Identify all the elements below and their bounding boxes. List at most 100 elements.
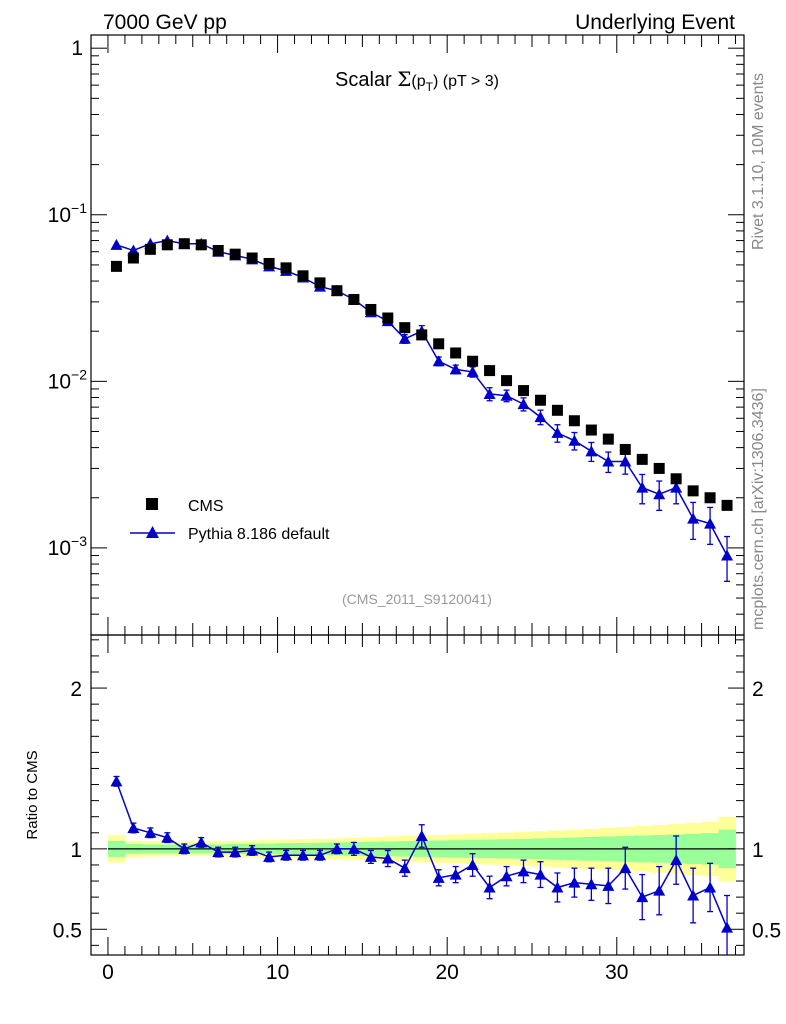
ratio-pythia-point (347, 842, 360, 854)
ratio-x-tick-label: 30 (605, 961, 628, 984)
cms-point (382, 312, 394, 324)
ratio-pythia-point (212, 846, 225, 858)
main-series-layer (110, 234, 734, 582)
ratio-pythia-point (500, 870, 513, 882)
cms-point (721, 499, 733, 511)
cms-point (161, 239, 173, 251)
pythia-point (551, 426, 564, 438)
cms-point (297, 270, 309, 282)
ratio-y-axis-label: Ratio to CMS (24, 750, 41, 839)
pythia-point (483, 387, 496, 399)
ratio-pythia-point (313, 849, 326, 861)
pythia-point (466, 365, 479, 377)
ratio-pythia-point (517, 865, 530, 877)
cms-point (518, 385, 530, 397)
ratio-x-tick-label: 10 (266, 961, 289, 984)
cms-point (212, 245, 224, 257)
ratio-y-tick-label: 2 (70, 678, 82, 701)
legend: CMS Pythia 8.186 default (130, 498, 330, 543)
pythia-point (534, 411, 547, 423)
ratio-pythia-point (127, 821, 140, 833)
cms-point (467, 355, 479, 367)
ratio-pythia-point (568, 876, 581, 888)
cms-point (534, 394, 546, 406)
cms-point (636, 453, 648, 465)
ratio-y-tick-label: 0.5 (53, 919, 82, 942)
pythia-point (687, 512, 700, 524)
ratio-pythia-point (704, 881, 717, 893)
cms-point (348, 293, 360, 305)
ratio-pythia-point (653, 884, 666, 896)
ratio-pythia-point (619, 862, 632, 874)
pythia-point (653, 488, 666, 500)
ratio-pythia-point (415, 830, 428, 842)
cms-point (653, 462, 665, 474)
pythia-point (670, 481, 683, 493)
energy-label: 7000 GeV pp (103, 11, 227, 34)
ratio-pythia-point (381, 852, 394, 864)
ratio-pythia-point (483, 881, 496, 893)
ratio-y-tick-label-right: 1 (752, 839, 764, 862)
ratio-pythia-point (534, 868, 547, 880)
analysis-watermark: (CMS_2011_S9120041) (342, 591, 492, 607)
cms-point (568, 415, 580, 427)
cms-point (704, 492, 716, 504)
legend-marker-pythia (146, 526, 159, 538)
cms-point (484, 365, 496, 377)
cms-point (127, 252, 139, 264)
ratio-frame (90, 634, 745, 956)
main-y-tick-label: 10−2 (48, 366, 88, 393)
pythia-point (432, 355, 445, 367)
rivet-version-label: Rivet 3.1.10, 10M events (750, 73, 767, 250)
ratio-x-tick-label: 20 (436, 961, 459, 984)
main-y-tick-label: 10−1 (48, 200, 88, 227)
ratio-pythia-point (602, 879, 615, 891)
ratio-pythia-point (195, 836, 208, 848)
cms-point (110, 260, 122, 272)
pythia-point (449, 363, 462, 375)
ratio-pythia-point (263, 850, 276, 862)
main-y-tick-label: 10−3 (48, 533, 88, 560)
ratio-pythia-point (330, 842, 343, 854)
ratio-pythia-point (246, 844, 259, 856)
cms-point (331, 285, 343, 297)
pythia-point (585, 445, 598, 457)
cms-point (280, 262, 292, 274)
mcplots-label: mcplots.cern.ch [arXiv:1306.3436] (750, 388, 767, 630)
pythia-point (110, 238, 123, 250)
cms-point (619, 443, 631, 455)
cms-point (178, 238, 190, 250)
ratio-pythia-point (670, 854, 683, 866)
pythia-point (568, 434, 581, 446)
cms-point (450, 347, 462, 359)
cms-point (670, 473, 682, 485)
ratio-y-tick-label: 1 (70, 839, 82, 862)
ratio-pythia-point (466, 858, 479, 870)
ratio-uncertainty-bands (107, 816, 736, 882)
pythia-point (602, 455, 615, 467)
ratio-pythia-point (297, 849, 310, 861)
pythia-point (721, 549, 734, 561)
ratio-pythia-point (449, 868, 462, 880)
legend-label-pythia: Pythia 8.186 default (188, 526, 330, 543)
pythia-point (398, 332, 411, 344)
cms-point (314, 277, 326, 289)
cms-point (195, 239, 207, 251)
pythia-point (517, 398, 530, 410)
ratio-pythia-point (585, 878, 598, 890)
ratio-series-layer (110, 775, 734, 955)
ratio-panel: 2 2 1 1 0.5 0.5 0 10 20 30 Ratio to CMS (24, 634, 781, 984)
ratio-pythia-point (144, 826, 157, 838)
ratio-pythia-point (280, 849, 293, 861)
ratio-pythia-point (721, 921, 734, 933)
main-axis-ticks: 1 10−1 10−2 10−3 (48, 35, 744, 636)
ratio-axis-ticks: 2 2 1 1 0.5 0.5 0 10 20 30 (53, 635, 781, 984)
cms-point (687, 485, 699, 497)
ratio-pythia-point (432, 871, 445, 883)
cms-point (263, 257, 275, 269)
cms-point (585, 424, 597, 436)
cms-point (501, 375, 513, 387)
cms-point (433, 338, 445, 350)
cms-point (416, 329, 428, 341)
